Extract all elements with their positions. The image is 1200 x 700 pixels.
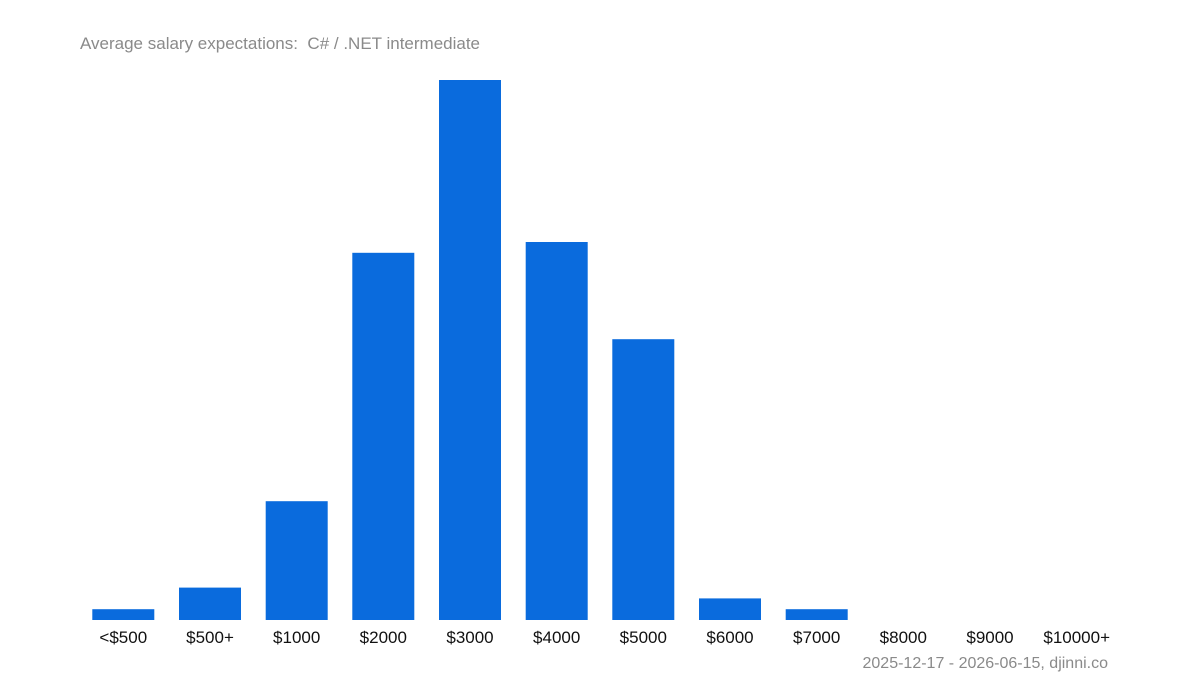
bar-3 bbox=[352, 252, 415, 621]
x-tick-labels: <$500 $500+ $1000 $2000 $3000 $4000 $5000 $6000… bbox=[99, 628, 1110, 647]
bar-6 bbox=[612, 339, 675, 620]
x-tick-label-10: $9000 bbox=[966, 628, 1013, 647]
bar-2 bbox=[265, 501, 328, 620]
bars-group bbox=[92, 80, 848, 621]
bar-4 bbox=[439, 80, 501, 620]
x-tick-label-5: $4000 bbox=[533, 628, 580, 647]
x-tick-label-6: $5000 bbox=[620, 628, 667, 647]
x-tick-label-9: $8000 bbox=[880, 628, 927, 647]
bar-8 bbox=[785, 609, 848, 620]
bar-5 bbox=[525, 242, 588, 620]
x-tick-label-11: $10000+ bbox=[1043, 628, 1110, 647]
x-tick-label-8: $7000 bbox=[793, 628, 840, 647]
bar-0 bbox=[92, 609, 155, 620]
chart-title: Average salary expectations: C# / .NET i… bbox=[80, 34, 481, 53]
x-tick-label-3: $2000 bbox=[360, 628, 407, 647]
x-tick-label-4: $3000 bbox=[446, 628, 493, 647]
x-tick-label-7: $6000 bbox=[706, 628, 753, 647]
x-tick-label-2: $1000 bbox=[273, 628, 320, 647]
x-tick-label-0: <$500 bbox=[99, 628, 147, 647]
bar-1 bbox=[179, 587, 241, 620]
x-tick-label-1: $500+ bbox=[186, 628, 234, 647]
bar-7 bbox=[699, 598, 761, 620]
source-note: 2025-12-17 - 2026-06-15, djinni.co bbox=[862, 655, 1109, 672]
